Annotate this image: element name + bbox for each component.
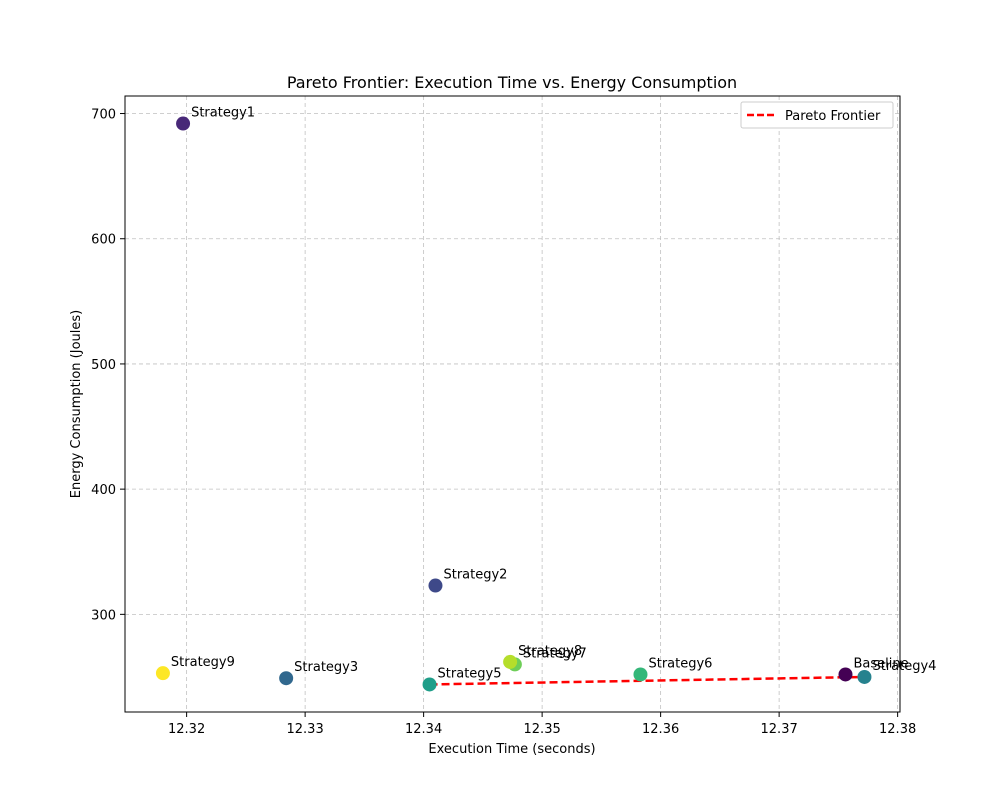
point-label: Strategy4 — [872, 659, 936, 674]
y-tick-label: 500 — [91, 358, 116, 373]
pareto-frontier-line — [429, 675, 865, 686]
x-tick-label: 12.33 — [287, 722, 324, 737]
data-point — [176, 116, 191, 131]
point-label: Strategy6 — [648, 656, 712, 671]
point-label: Strategy5 — [438, 666, 502, 681]
data-point — [422, 677, 437, 692]
legend-pareto-label: Pareto Frontier — [785, 109, 881, 124]
x-tick-label: 12.36 — [642, 722, 679, 737]
data-point — [633, 667, 648, 682]
data-point — [155, 666, 170, 681]
x-tick-label: 12.35 — [524, 722, 561, 737]
data-point — [428, 578, 443, 593]
data-point — [503, 654, 518, 669]
data-point — [857, 669, 872, 684]
point-label: Strategy9 — [171, 655, 235, 670]
y-axis-ticks: 300 400 500 600 700 — [91, 108, 125, 623]
data-points — [155, 116, 872, 692]
x-tick-label: 12.38 — [879, 722, 916, 737]
point-label: Strategy1 — [191, 106, 255, 121]
x-tick-label: 12.34 — [405, 722, 442, 737]
point-label: Strategy7 — [523, 646, 587, 661]
y-tick-label: 300 — [91, 608, 116, 623]
legend: Pareto Frontier — [740, 101, 894, 129]
pareto-frontier-series — [429, 675, 865, 686]
y-axis-label: Energy Consumption (Joules) — [69, 310, 84, 498]
data-point — [279, 671, 294, 686]
chart-title: Pareto Frontier: Execution Time vs. Ener… — [287, 73, 737, 92]
plot-area-border — [124, 95, 901, 713]
legend-box — [740, 101, 894, 129]
y-tick-label: 400 — [91, 483, 116, 498]
point-label: Strategy8 — [518, 644, 582, 659]
point-label: Strategy3 — [294, 660, 358, 675]
grid-lines — [125, 96, 900, 712]
y-tick-label: 700 — [91, 108, 116, 123]
x-axis-label: Execution Time (seconds) — [428, 742, 595, 757]
x-tick-label: 12.32 — [168, 722, 205, 737]
point-label: Baseline — [853, 656, 908, 671]
x-tick-label: 12.37 — [761, 722, 798, 737]
x-axis-ticks: 12.32 12.33 12.34 12.35 12.36 12.37 12.38 — [168, 712, 916, 737]
data-point — [838, 667, 853, 682]
y-tick-label: 600 — [91, 233, 116, 248]
point-labels: Baseline Strategy1 Strategy2 Strategy3 Strat… — [171, 106, 937, 682]
point-label: Strategy2 — [443, 568, 507, 583]
